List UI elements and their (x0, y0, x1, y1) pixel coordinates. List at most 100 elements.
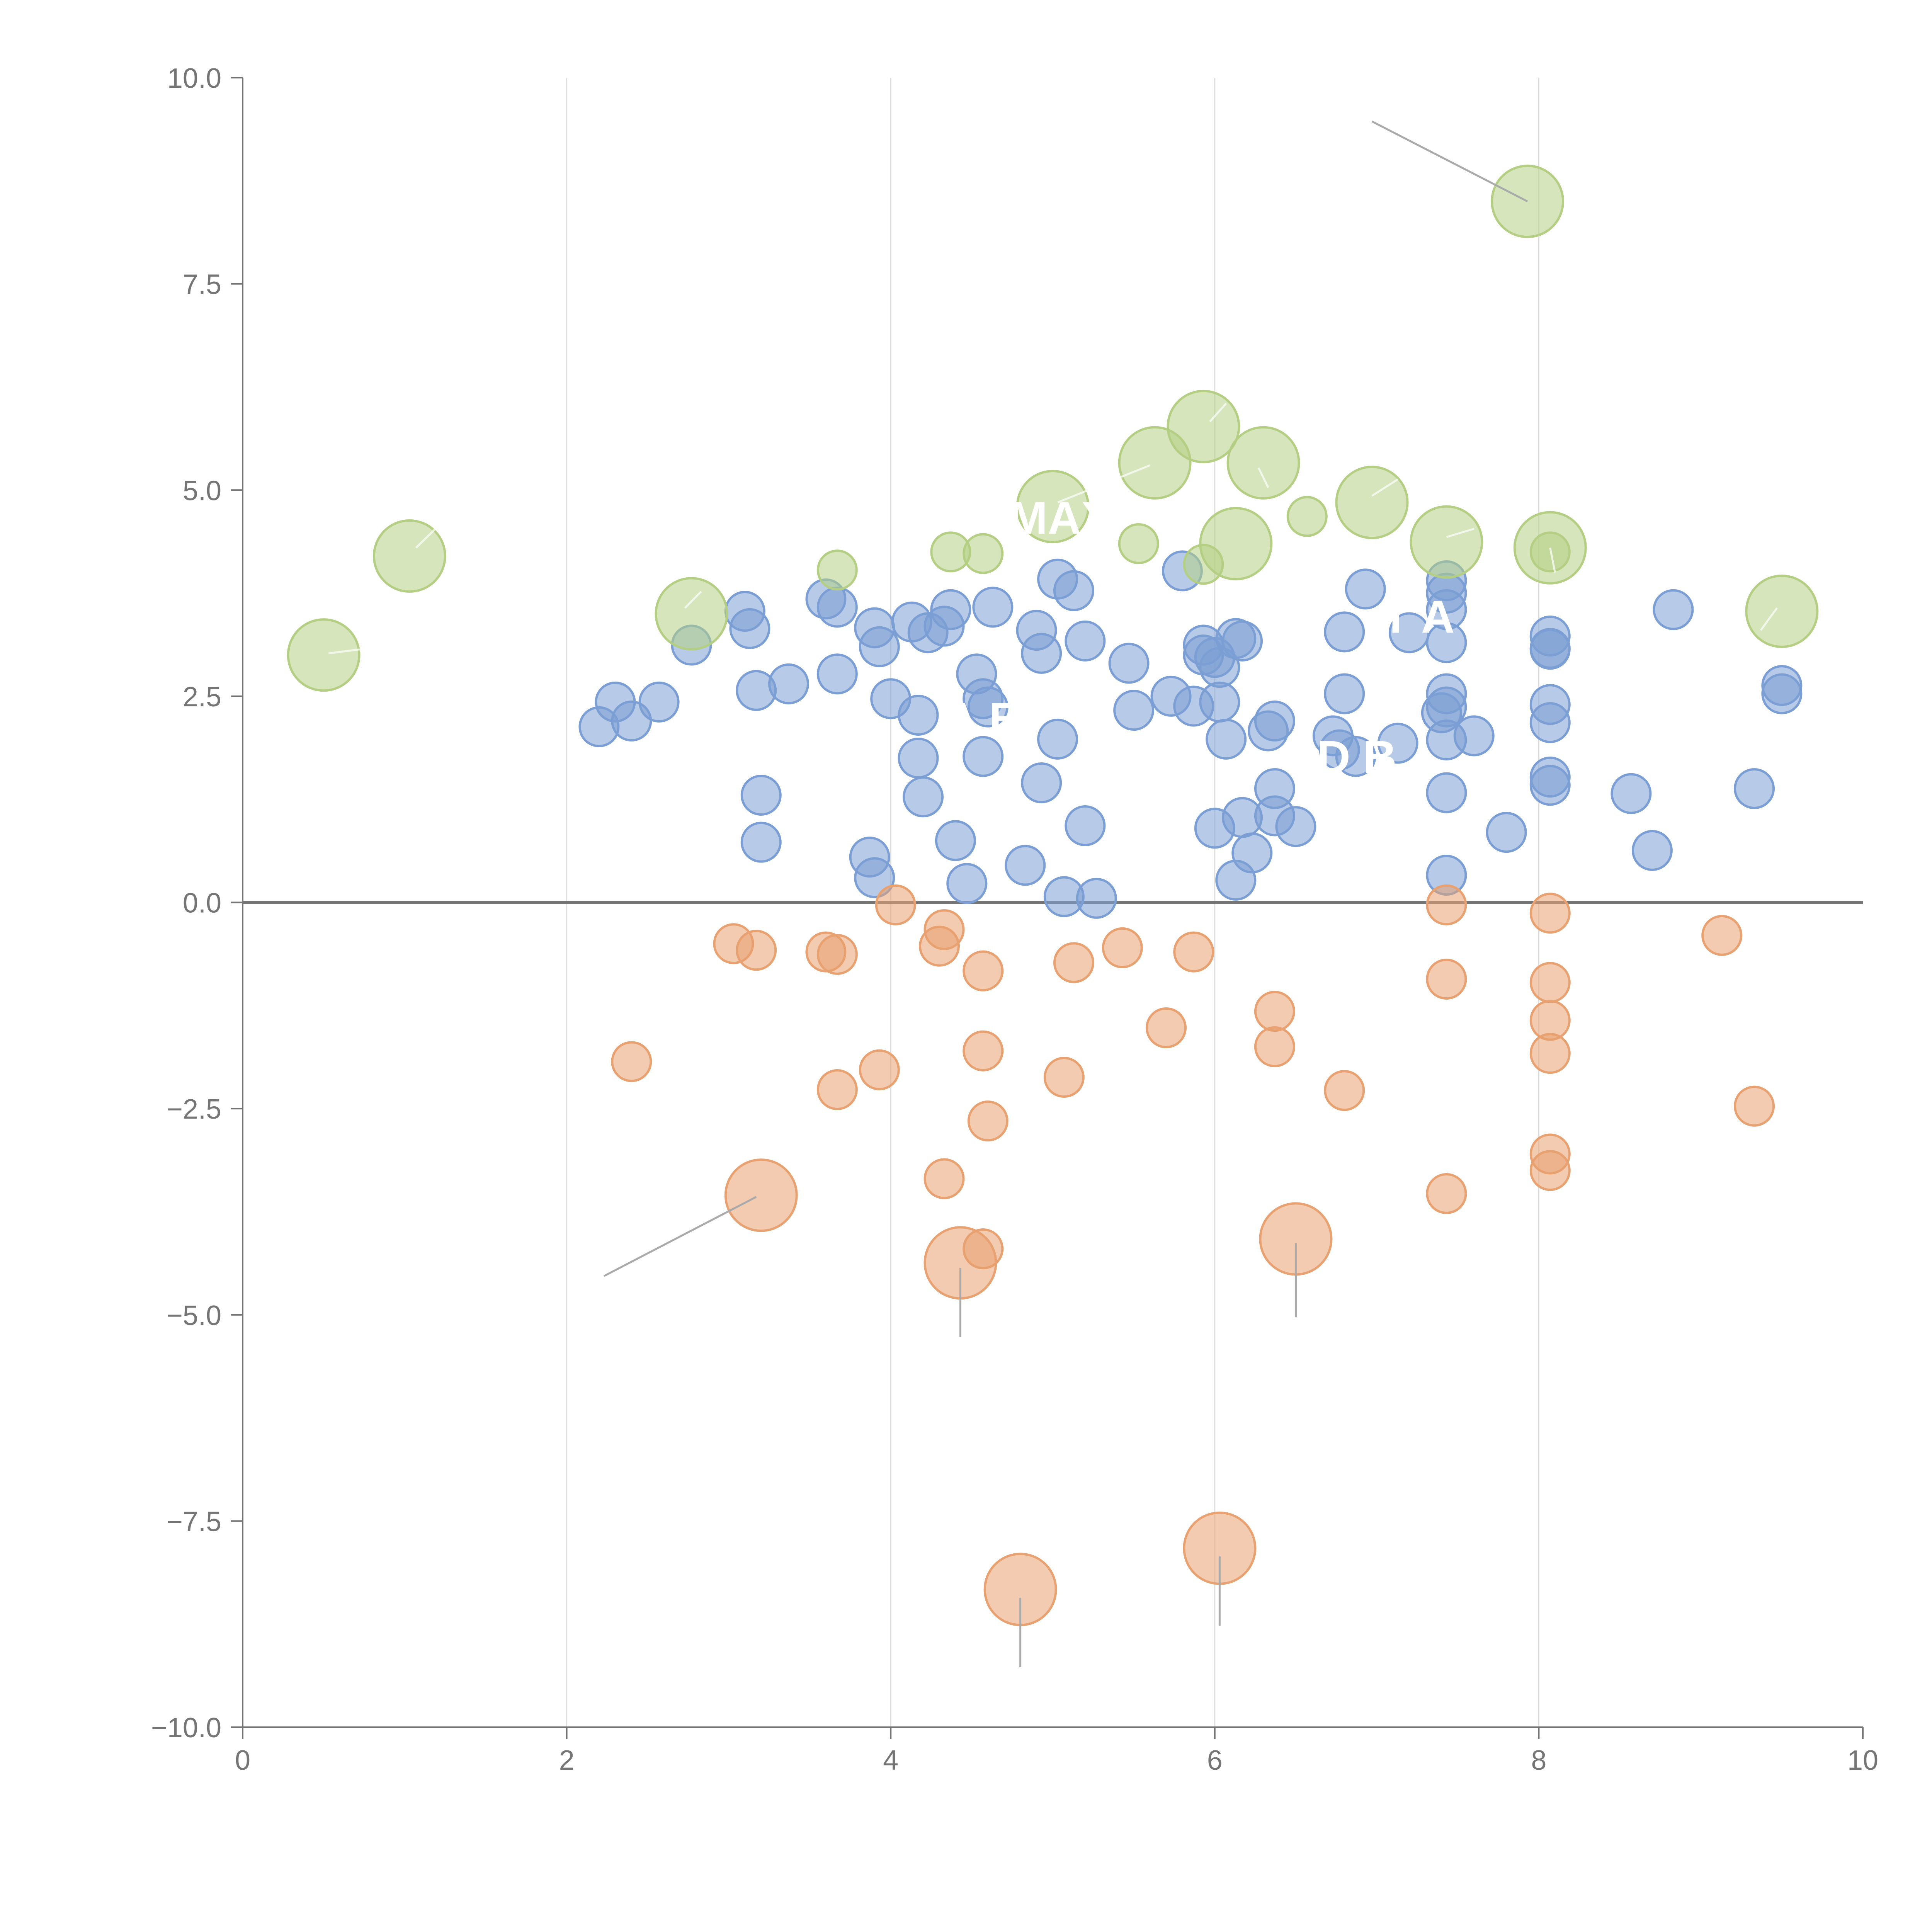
annotation-label: T A (1382, 591, 1455, 643)
positive-near-point (740, 821, 782, 863)
data-points (287, 165, 1819, 1626)
leader-line (1371, 120, 1528, 202)
positive-near-point (898, 694, 939, 736)
leader-line (328, 648, 361, 655)
negative-near-point (967, 1100, 1009, 1142)
positive-near-point (1761, 673, 1803, 714)
positive-near-point (946, 863, 988, 904)
positive-near-point (1529, 702, 1571, 743)
positive-near-point (1529, 765, 1571, 806)
negative-near-point (1254, 991, 1295, 1032)
positive-near-point (1053, 570, 1095, 611)
x-tick-label: 8 (1531, 1745, 1546, 1776)
negative-near-point (923, 909, 965, 950)
positive-near-point (768, 663, 810, 704)
leader-line (1760, 607, 1778, 631)
annotation-label: MAX (1009, 492, 1112, 544)
positive-near-point (1388, 612, 1430, 653)
green-large-point (1745, 575, 1819, 648)
green-large-point (1167, 389, 1240, 463)
positive-near-point (930, 589, 971, 630)
negative-near-point (816, 1069, 858, 1111)
positive-near-point (1611, 773, 1652, 814)
annotation-label: D B (1317, 731, 1397, 783)
positive-near-point (859, 626, 900, 667)
positive-near-point (1529, 629, 1571, 670)
leader-line (1549, 548, 1556, 573)
positive-near-point (972, 587, 1014, 628)
y-tick-label: 0.0 (183, 888, 221, 919)
y-tick-label: 5.0 (183, 475, 221, 506)
positive-near-point (1335, 736, 1376, 777)
positive-near-point (1113, 690, 1155, 731)
green-large-point (655, 577, 728, 651)
positive-near-point (816, 653, 858, 695)
negative-near-point (736, 930, 777, 971)
negative-near-point (1043, 1057, 1085, 1098)
positive-near-point (729, 608, 770, 649)
positive-outer-point (963, 533, 1004, 574)
positive-near-point (740, 775, 782, 816)
positive-near-point (1254, 700, 1295, 742)
leader-line (1057, 464, 1151, 503)
leader-line (603, 1196, 757, 1277)
positive-near-point (1021, 762, 1062, 803)
x-tick-label: 0 (235, 1745, 250, 1776)
green-large-point (1335, 466, 1409, 539)
negative-near-point (1529, 893, 1571, 934)
positive-near-point (1631, 830, 1673, 871)
positive-near-point (963, 736, 1004, 777)
x-tick-label: 6 (1207, 1745, 1223, 1776)
annotation-labels: MAX A B D B T A (944, 492, 1455, 783)
leader-line (415, 526, 438, 549)
y-tick-label: −2.5 (167, 1094, 221, 1125)
axes: 0 2 4 6 8 10 10.0 7.5 5.0 2.5 0.0 −2.5 −5.0 −7.5 −10.0 (151, 63, 1878, 1776)
positive-outer-point (816, 549, 858, 591)
leader-line (1209, 403, 1227, 422)
positive-near-point (1222, 620, 1263, 662)
negative-near-point (1426, 959, 1467, 1000)
negative-near-point (1426, 884, 1467, 925)
positive-near-point (1199, 681, 1240, 723)
green-large-point (372, 519, 446, 593)
y-tick-label: 7.5 (183, 269, 221, 300)
positive-near-point (1275, 806, 1316, 847)
x-tick-label: 10 (1847, 1745, 1878, 1776)
positive-near-point (898, 737, 939, 779)
orange-large-point (724, 1158, 798, 1232)
green-large-point (1199, 507, 1273, 580)
positive-near-point (1065, 805, 1106, 846)
positive-near-point (816, 587, 858, 628)
negative-near-point (1529, 962, 1571, 1003)
leader-line (1371, 478, 1398, 497)
positive-near-point (1453, 715, 1495, 757)
negative-near-point (1529, 1150, 1571, 1191)
x-tick-label: 4 (883, 1745, 898, 1776)
positive-near-point (1037, 718, 1078, 760)
positive-outer-point (1286, 496, 1328, 537)
negative-near-point (1734, 1085, 1775, 1127)
positive-near-point (1734, 768, 1775, 809)
positive-near-point (1005, 845, 1046, 886)
negative-near-point (1146, 1007, 1187, 1048)
x-tick-label: 2 (559, 1745, 575, 1776)
green-large-point (1016, 469, 1090, 543)
y-tick-label: −10.0 (151, 1713, 221, 1743)
negative-near-point (1173, 931, 1214, 973)
negative-near-point (859, 1049, 900, 1090)
positive-outer-point (1118, 523, 1159, 564)
negative-near-point (1324, 1070, 1365, 1111)
negative-near-point (611, 1041, 652, 1082)
y-tick-label: 2.5 (183, 682, 221, 713)
positive-near-point (1345, 568, 1386, 610)
positive-near-point (1324, 673, 1365, 714)
green-large-point (287, 618, 361, 692)
positive-near-point (1653, 589, 1694, 630)
positive-near-point (1021, 633, 1062, 674)
positive-near-point (1065, 620, 1106, 662)
negative-near-point (1701, 915, 1743, 956)
leader-lines (328, 120, 1778, 1667)
negative-near-point (963, 1030, 1004, 1071)
annotation-label: A B (944, 693, 1022, 745)
